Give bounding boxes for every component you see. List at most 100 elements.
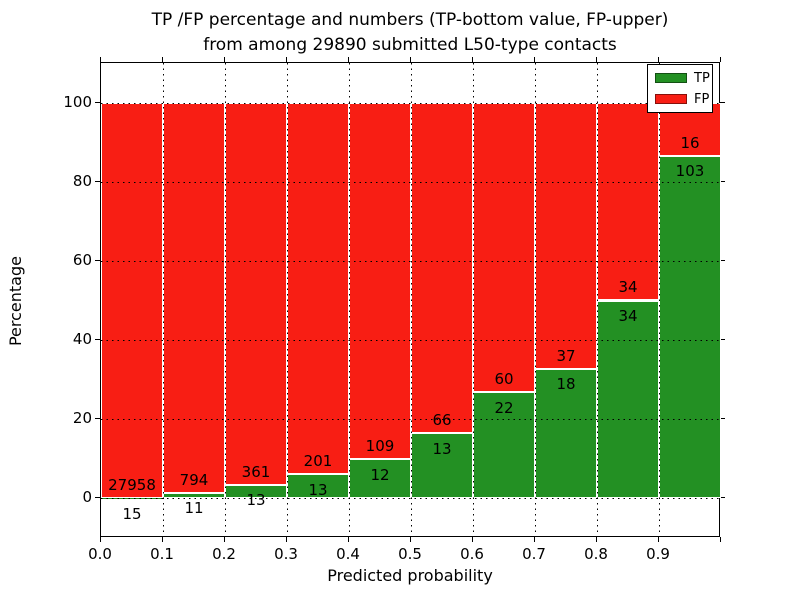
- fp-bar-segment: [597, 102, 659, 301]
- vertical-gridline: [473, 63, 474, 536]
- x-tick-label: 0.1: [150, 545, 174, 563]
- tp-count-label: 34: [618, 306, 638, 325]
- fp-count-label: 361: [241, 462, 271, 481]
- x-tick-bottom: [596, 537, 597, 542]
- x-tick-label: 0.7: [522, 545, 546, 563]
- tp-bar-segment: [349, 459, 411, 499]
- tp-count-label: 12: [370, 465, 390, 484]
- horizontal-gridline: [101, 419, 719, 421]
- tp-count-label: 13: [308, 480, 328, 499]
- x-tick-bottom: [224, 537, 225, 542]
- tp-bar-segment: [659, 155, 721, 499]
- fp-count-label: 16: [680, 133, 700, 152]
- fp-count-label: 201: [303, 452, 333, 471]
- y-tick-right: [720, 259, 725, 261]
- x-tick-top: [224, 57, 225, 62]
- fp-bar-segment: [101, 102, 163, 499]
- x-tick-top: [472, 57, 473, 62]
- x-tick-top: [596, 57, 597, 62]
- fp-bar-segment: [473, 102, 535, 393]
- y-tick-label: 60: [72, 250, 92, 269]
- x-tick-label: 0.4: [336, 545, 360, 563]
- y-tick-right: [720, 101, 725, 103]
- y-tick-label: 80: [72, 171, 92, 190]
- tp-count-label: 22: [494, 398, 514, 417]
- y-tick-label: 20: [72, 409, 92, 428]
- y-tick-left: [95, 101, 100, 103]
- x-tick-top: [100, 57, 101, 62]
- tp-bar-segment: [535, 368, 597, 499]
- y-tick-left: [95, 497, 100, 499]
- legend-label-fp: FP: [694, 91, 710, 107]
- x-tick-top: [162, 57, 163, 62]
- fp-count-label: 27958: [108, 476, 156, 495]
- chart-title-line2: from among 29890 submitted L50-type cont…: [203, 35, 617, 55]
- x-tick-label: 0.2: [212, 545, 236, 563]
- fp-bar-segment: [411, 102, 473, 434]
- horizontal-gridline: [101, 498, 719, 500]
- vertical-gridline: [163, 63, 164, 536]
- x-tick-label: 0.3: [274, 545, 298, 563]
- legend-row-fp: FP: [655, 90, 712, 108]
- vertical-gridline: [411, 63, 412, 536]
- x-tick-bottom: [162, 537, 163, 542]
- x-tick-bottom: [472, 537, 473, 542]
- vertical-gridline: [659, 63, 660, 536]
- x-tick-label: 0.8: [584, 545, 608, 563]
- vertical-gridline: [287, 63, 288, 536]
- y-tick-label: 0: [82, 488, 92, 507]
- fp-legend-swatch-icon: [655, 94, 687, 104]
- tp-count-label: 18: [556, 375, 576, 394]
- x-tick-top: [720, 57, 721, 62]
- horizontal-gridline: [101, 340, 719, 342]
- fp-count-label: 109: [365, 437, 395, 456]
- x-tick-top: [286, 57, 287, 62]
- x-tick-label: 0.9: [646, 545, 670, 563]
- y-tick-right: [720, 497, 725, 499]
- legend-label-tp: TP: [694, 70, 710, 86]
- tp-legend-swatch-icon: [655, 73, 687, 83]
- horizontal-gridline: [101, 102, 719, 104]
- fp-bar-segment: [287, 102, 349, 475]
- x-tick-bottom: [658, 537, 659, 542]
- legend-row-tp: TP: [655, 69, 712, 87]
- legend: TP FP: [647, 64, 713, 113]
- y-tick-left: [95, 418, 100, 420]
- fp-count-label: 794: [179, 470, 209, 489]
- tp-count-label: 11: [184, 499, 204, 518]
- y-tick-right: [720, 180, 725, 182]
- vertical-gridline: [597, 63, 598, 536]
- tp-count-label: 103: [675, 162, 705, 181]
- vertical-gridline: [535, 63, 536, 536]
- x-tick-bottom: [100, 537, 101, 542]
- fp-bar-segment: [535, 102, 597, 369]
- vertical-gridline: [349, 63, 350, 536]
- y-tick-right: [720, 339, 725, 341]
- x-axis-label: Predicted probability: [327, 566, 493, 585]
- x-tick-top: [658, 57, 659, 62]
- y-tick-label: 40: [72, 330, 92, 349]
- tp-bar-segment: [597, 300, 659, 499]
- x-tick-bottom: [348, 537, 349, 542]
- tp-count-label: 15: [122, 504, 142, 523]
- x-tick-bottom: [410, 537, 411, 542]
- fp-bar-segment: [225, 102, 287, 485]
- horizontal-gridline: [101, 260, 719, 262]
- tp-count-label: 13: [246, 491, 266, 510]
- x-tick-label: 0.6: [460, 545, 484, 563]
- x-tick-top: [410, 57, 411, 62]
- y-tick-left: [95, 259, 100, 261]
- x-tick-bottom: [286, 537, 287, 542]
- y-axis-label: Percentage: [6, 256, 25, 347]
- chart-title: TP /FP percentage and numbers (TP-bottom…: [100, 8, 720, 58]
- y-tick-left: [95, 339, 100, 341]
- x-tick-top: [348, 57, 349, 62]
- chart-title-line1: TP /FP percentage and numbers (TP-bottom…: [151, 10, 669, 30]
- y-tick-left: [95, 180, 100, 182]
- tp-bar-segment: [287, 474, 349, 499]
- tp-bar-segment: [473, 392, 535, 499]
- fp-count-label: 60: [494, 370, 514, 389]
- x-tick-label: 0.0: [88, 545, 112, 563]
- x-tick-bottom: [720, 537, 721, 542]
- y-tick-label: 100: [63, 92, 92, 111]
